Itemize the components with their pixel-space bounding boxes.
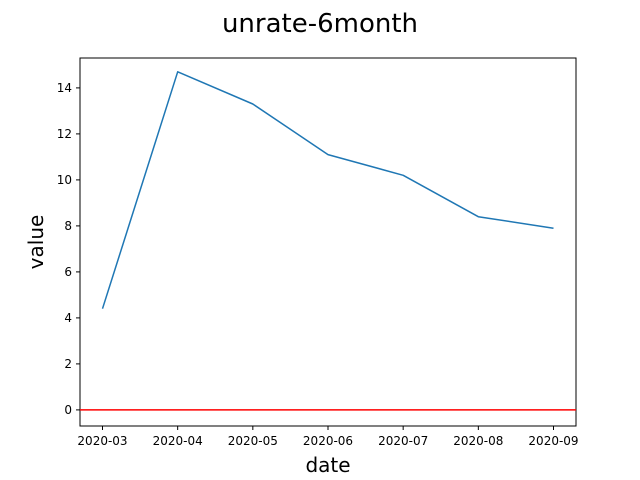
plot-frame — [79, 57, 577, 427]
y-tick-label: 4 — [64, 311, 72, 325]
x-tick-label: 2020-06 — [303, 434, 353, 448]
y-tick-label: 6 — [64, 265, 72, 279]
y-tick-label: 2 — [64, 357, 72, 371]
series-layer — [101, 71, 554, 309]
y-tick-label: 0 — [64, 403, 72, 417]
x-tick-label: 2020-08 — [453, 434, 503, 448]
y-axis-label: value — [24, 215, 48, 270]
y-tick-label: 12 — [57, 127, 72, 141]
x-tick-label: 2020-03 — [77, 434, 127, 448]
x-tick-label: 2020-09 — [528, 434, 578, 448]
x-tick-label: 2020-04 — [153, 434, 203, 448]
y-tick-label: 10 — [57, 173, 72, 187]
y-axis: 0 2 4 6 8 10 12 14 — [57, 81, 80, 417]
x-tick-label: 2020-07 — [378, 434, 428, 448]
x-axis-label: date — [305, 453, 350, 477]
x-axis: 2020-03 2020-04 2020-05 2020-06 2020-07 2020-… — [77, 426, 579, 448]
chart-title: unrate-6month — [222, 9, 418, 39]
plot-area — [79, 57, 577, 427]
x-tick-label: 2020-05 — [228, 434, 278, 448]
y-tick-label: 8 — [64, 219, 72, 233]
series-line — [101, 71, 554, 309]
y-tick-label: 14 — [57, 81, 72, 95]
